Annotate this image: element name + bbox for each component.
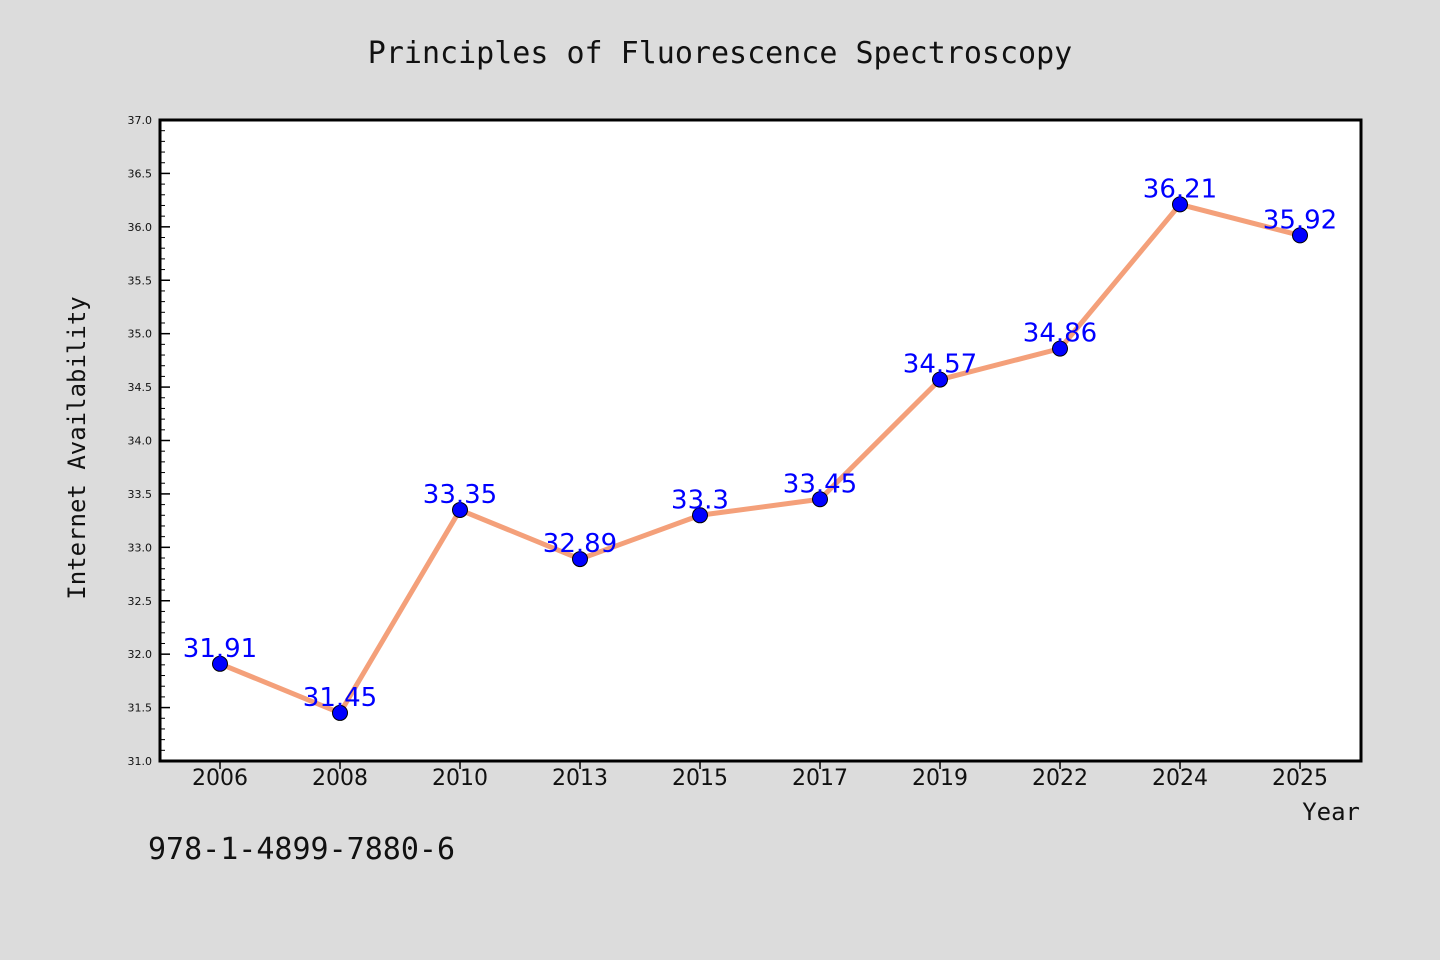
y-tick-label: 37.0 [128,114,153,127]
y-tick-label: 36.5 [128,167,153,180]
y-tick-label: 33.0 [128,541,153,554]
y-tick-label: 31.5 [128,702,153,715]
data-point [1292,227,1308,244]
y-axis-label: Internet Availability [63,296,91,599]
data-point [1172,196,1188,213]
y-tick-label: 33.5 [128,488,153,501]
x-tick-label: 2010 [432,766,488,791]
chart-title: Principles of Fluorescence Spectroscopy [368,36,1072,71]
y-tick-label: 34.0 [128,435,153,448]
plot-frame [158,118,1363,763]
x-tick-label: 2015 [672,766,728,791]
y-tick-label: 34.5 [128,381,153,394]
data-label: 34.86 [1023,319,1097,349]
data-label: 33.3 [671,485,729,515]
y-tick-label: 32.0 [128,648,153,661]
data-label: 33.35 [423,480,497,510]
series-line [217,201,1303,716]
isbn-text: 978-1-4899-7880-6 [148,832,456,867]
x-tick-label: 2019 [912,766,968,791]
data-labels: 31.91 31.45 33.35 32.89 33.3 33.45 34.57 34.86 3… [183,174,1337,713]
data-point [332,704,348,721]
plot-area [160,120,1361,761]
y-tick-label: 31.0 [128,755,153,768]
x-tick-label: 2025 [1272,766,1328,791]
data-point [572,551,588,568]
x-tick-label: 2024 [1152,766,1208,791]
data-point [812,491,828,508]
x-tick-label: 2022 [1032,766,1088,791]
y-tick-label: 32.5 [128,595,153,608]
x-tick-label: 2017 [792,766,848,791]
data-label: 36.21 [1143,174,1217,204]
y-tick-label: 36.0 [128,221,153,234]
x-axis: 2006 2008 2010 2013 2015 2017 2019 2022 2024 2025 [192,761,1328,791]
data-label: 31.91 [183,634,257,664]
x-axis-label: Year [1302,798,1360,826]
data-point [212,655,228,672]
data-label: 35.92 [1263,205,1337,235]
data-label: 32.89 [543,529,617,559]
data-point [1052,340,1068,357]
data-point [932,371,948,388]
data-markers [212,196,1308,721]
data-label: 31.45 [303,683,377,713]
data-point [452,501,468,518]
data-point [692,507,708,524]
data-label: 33.45 [783,469,857,499]
y-tick-label: 35.0 [128,328,153,341]
x-tick-label: 2008 [312,766,368,791]
x-tick-label: 2006 [192,766,248,791]
data-label: 34.57 [903,350,977,380]
x-tick-label: 2013 [552,766,608,791]
y-tick-label: 35.5 [128,274,153,287]
